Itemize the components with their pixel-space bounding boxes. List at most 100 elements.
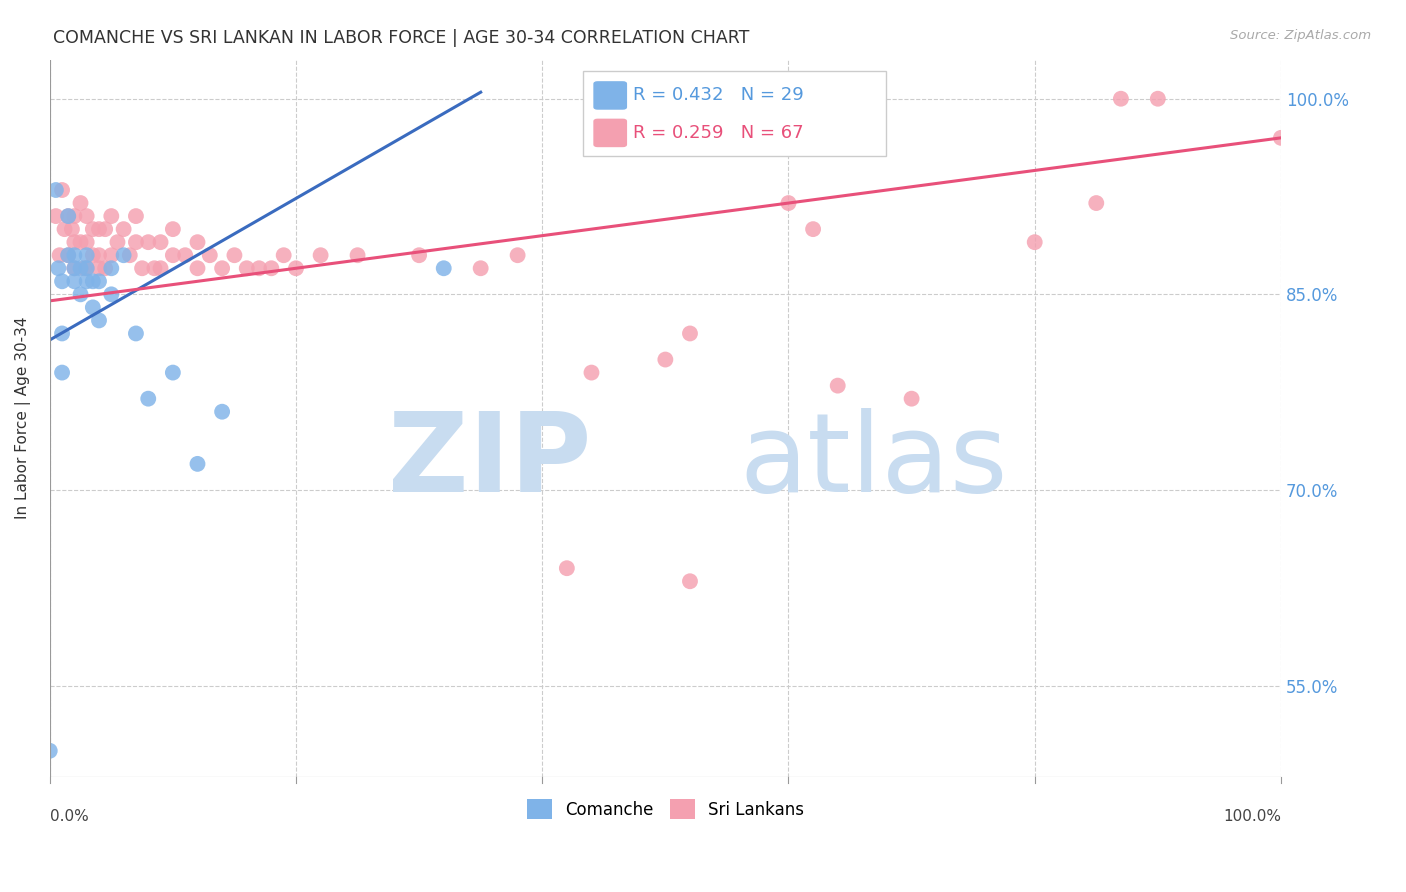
Point [260, 261, 283, 276]
Point [100, 248, 122, 262]
Point [198, 248, 221, 262]
Point [76, 261, 98, 276]
Point [100, 209, 122, 223]
Point [125, 235, 148, 249]
Text: 100.0%: 100.0% [1223, 809, 1281, 824]
Point [63, 248, 86, 262]
Point [131, 261, 153, 276]
Point [60, 222, 83, 236]
Point [679, 326, 702, 341]
Point [63, 261, 86, 276]
Point [162, 366, 184, 380]
Point [58, 209, 80, 223]
Point [149, 261, 172, 276]
Point [69, 287, 91, 301]
Point [1146, 92, 1168, 106]
Point [654, 352, 676, 367]
Point [186, 235, 208, 249]
Point [1085, 196, 1108, 211]
Point [51, 326, 73, 341]
Point [143, 261, 166, 276]
Point [309, 248, 332, 262]
Point [82, 274, 104, 288]
Point [470, 261, 492, 276]
Text: Source: ZipAtlas.com: Source: ZipAtlas.com [1230, 29, 1371, 42]
Point [51, 183, 73, 197]
Point [76, 248, 98, 262]
Point [112, 248, 135, 262]
Point [58, 248, 80, 262]
Point [555, 561, 578, 575]
Point [211, 261, 233, 276]
Y-axis label: In Labor Force | Age 30-34: In Labor Force | Age 30-34 [15, 317, 31, 519]
Point [1109, 92, 1132, 106]
Text: atlas: atlas [740, 408, 1008, 515]
Text: R = 0.432   N = 29: R = 0.432 N = 29 [633, 87, 803, 104]
Point [51, 274, 73, 288]
Legend: Comanche, Sri Lankans: Comanche, Sri Lankans [520, 792, 811, 826]
Point [149, 235, 172, 249]
Text: COMANCHE VS SRI LANKAN IN LABOR FORCE | AGE 30-34 CORRELATION CHART: COMANCHE VS SRI LANKAN IN LABOR FORCE | … [53, 29, 749, 46]
Point [100, 287, 122, 301]
Point [433, 261, 456, 276]
Point [87, 274, 110, 288]
Point [69, 196, 91, 211]
Point [73, 261, 96, 276]
Point [48, 261, 70, 276]
Point [136, 235, 159, 249]
Point [100, 261, 122, 276]
Point [58, 248, 80, 262]
Point [82, 222, 104, 236]
Point [76, 235, 98, 249]
Point [63, 261, 86, 276]
Point [69, 235, 91, 249]
Point [211, 405, 233, 419]
Point [63, 274, 86, 288]
Point [45, 209, 67, 223]
Point [506, 248, 529, 262]
Text: 0.0%: 0.0% [49, 809, 89, 824]
Point [87, 222, 110, 236]
Point [76, 209, 98, 223]
Point [900, 392, 922, 406]
Point [63, 235, 86, 249]
Point [801, 222, 824, 236]
Point [1270, 131, 1292, 145]
Point [186, 261, 208, 276]
Point [408, 248, 430, 262]
Point [1024, 235, 1046, 249]
Point [94, 261, 117, 276]
Point [679, 574, 702, 589]
Point [63, 209, 86, 223]
Point [174, 248, 197, 262]
Point [76, 261, 98, 276]
Point [53, 222, 76, 236]
Point [82, 248, 104, 262]
Point [112, 222, 135, 236]
Point [87, 261, 110, 276]
Point [48, 248, 70, 262]
Point [118, 248, 141, 262]
Point [125, 209, 148, 223]
Point [285, 261, 308, 276]
Point [247, 261, 270, 276]
Point [87, 313, 110, 327]
Point [94, 222, 117, 236]
Point [69, 261, 91, 276]
Text: R = 0.259   N = 67: R = 0.259 N = 67 [633, 124, 803, 142]
Point [58, 209, 80, 223]
Point [346, 248, 368, 262]
Point [82, 301, 104, 315]
Text: ZIP: ZIP [388, 408, 592, 515]
Point [235, 261, 257, 276]
Point [76, 274, 98, 288]
Point [186, 457, 208, 471]
Point [107, 235, 129, 249]
Point [273, 248, 295, 262]
Point [224, 248, 246, 262]
Point [162, 248, 184, 262]
Point [778, 196, 800, 211]
Point [45, 183, 67, 197]
Point [827, 378, 849, 392]
Point [125, 326, 148, 341]
